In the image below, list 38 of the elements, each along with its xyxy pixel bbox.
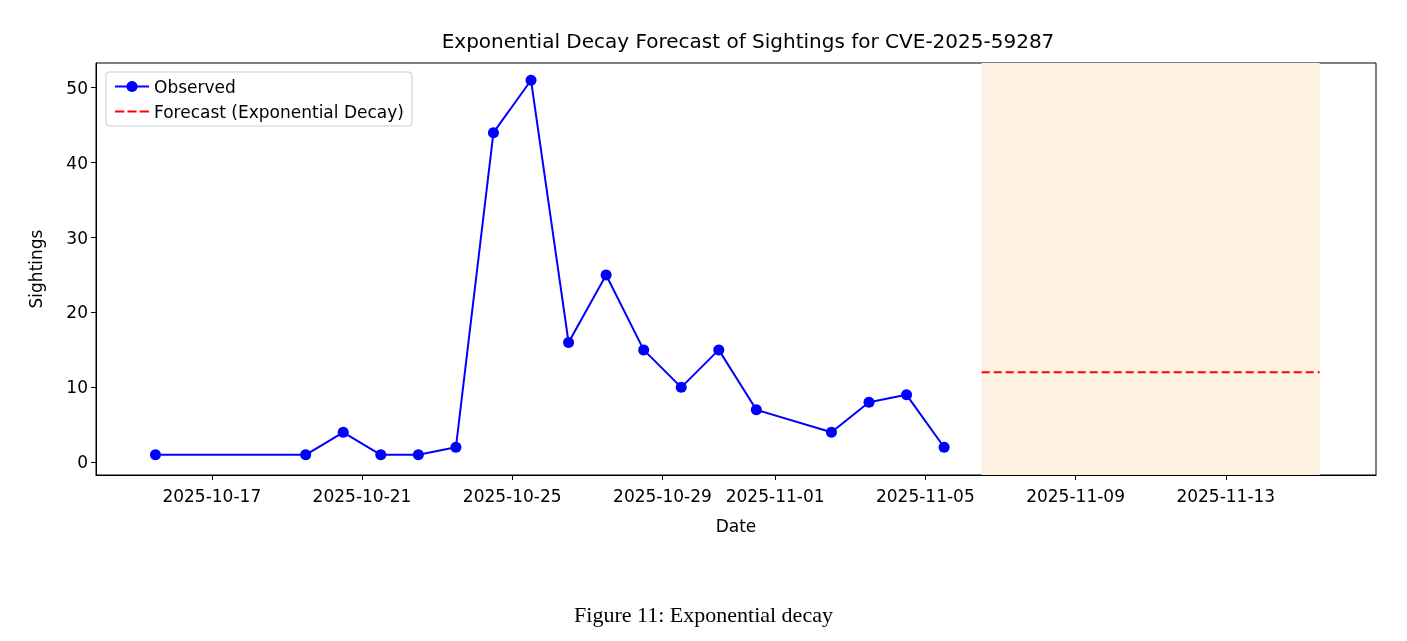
x-tick-label: 2025-10-29 bbox=[613, 485, 712, 506]
legend-label: Observed bbox=[154, 76, 236, 97]
point bbox=[337, 426, 349, 438]
y-tick-label: 20 bbox=[66, 302, 88, 323]
x-tick-label: 2025-10-25 bbox=[462, 485, 562, 506]
point bbox=[525, 74, 537, 86]
point bbox=[563, 336, 575, 348]
point bbox=[713, 344, 725, 356]
point bbox=[938, 441, 950, 453]
x-axis-title: Date bbox=[715, 515, 757, 536]
point bbox=[300, 449, 312, 461]
chart-title: Exponential Decay Forecast of Sightings for CVE-2025-59287 bbox=[441, 29, 1055, 53]
x-tick-label: 2025-11-05 bbox=[875, 485, 975, 506]
y-tick-label: 10 bbox=[66, 377, 88, 398]
y-axis-title: Sightings bbox=[25, 229, 46, 309]
caption: Figure 11: Exponential decay bbox=[574, 601, 833, 627]
x-tick-label: 2025-11-09 bbox=[1026, 485, 1125, 506]
y-tick-label: 0 bbox=[77, 452, 88, 473]
x-tick-label: 2025-10-17 bbox=[162, 485, 262, 506]
point bbox=[750, 404, 762, 416]
y-tick-label: 50 bbox=[66, 77, 88, 98]
point bbox=[487, 127, 499, 139]
y-tick-label: 40 bbox=[66, 152, 88, 173]
point bbox=[600, 269, 612, 281]
point bbox=[375, 449, 387, 461]
point bbox=[149, 449, 161, 461]
y-tick-label: 30 bbox=[66, 227, 88, 248]
point bbox=[901, 389, 913, 401]
legend-label: Forecast (Exponential Decay) bbox=[154, 101, 404, 122]
point bbox=[863, 396, 875, 408]
point bbox=[450, 441, 462, 453]
point bbox=[675, 381, 687, 393]
point bbox=[825, 426, 837, 438]
x-tick-label: 2025-11-13 bbox=[1176, 485, 1276, 506]
point bbox=[638, 344, 650, 356]
x-tick-label: 2025-11-01 bbox=[725, 485, 825, 506]
x-tick-label: 2025-10-21 bbox=[312, 485, 412, 506]
point bbox=[412, 449, 424, 461]
